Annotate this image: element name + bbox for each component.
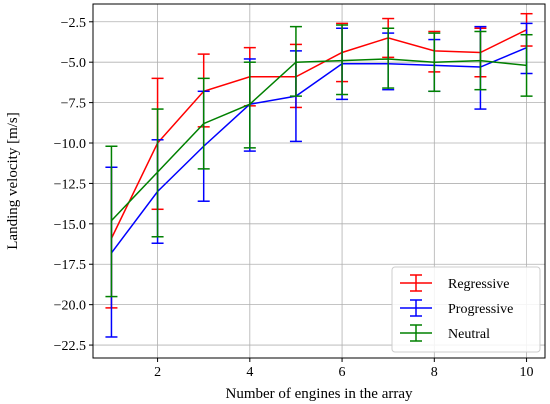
y-tick-label: −7.5 bbox=[61, 97, 86, 112]
x-tick-label: 6 bbox=[339, 365, 346, 380]
series-line-regressive bbox=[110, 29, 527, 239]
legend-item-regressive: Regressive bbox=[400, 274, 509, 292]
y-tick-label: −20.0 bbox=[54, 299, 86, 314]
y-tick-label: −22.5 bbox=[54, 339, 86, 354]
plot-frame bbox=[92, 3, 546, 359]
y-tick-label: −12.5 bbox=[54, 177, 86, 192]
legend-handle-regressive bbox=[400, 274, 432, 292]
legend: Regressive Progressive Neutral bbox=[391, 266, 541, 353]
y-axis-label: Landing velocity [m/s] bbox=[5, 112, 21, 249]
error-bar-neutral bbox=[151, 108, 164, 238]
y-tick-label: −5.0 bbox=[61, 56, 86, 71]
x-tick-label: 8 bbox=[431, 365, 438, 380]
error-bar-neutral bbox=[382, 27, 395, 89]
legend-label-regressive: Regressive bbox=[448, 277, 509, 292]
error-bar-neutral bbox=[197, 77, 210, 170]
series-line-progressive bbox=[110, 46, 527, 254]
x-axis-label: Number of engines in the array bbox=[225, 386, 413, 402]
legend-item-progressive: Progressive bbox=[400, 299, 513, 317]
y-tick-label: −10.0 bbox=[54, 137, 86, 152]
error-bar-neutral bbox=[474, 30, 487, 91]
y-tick-label: −15.0 bbox=[54, 218, 86, 233]
x-tick-label: 10 bbox=[520, 365, 534, 380]
axis-ticks: 2 4 6 8 10 −22.5 −20.0 −17.5 −15.0 −12.5 −10.0 −7.5… bbox=[54, 16, 534, 380]
legend-handle-progressive bbox=[400, 299, 432, 317]
error-bar-neutral bbox=[428, 32, 441, 93]
legend-label-neutral: Neutral bbox=[448, 327, 490, 342]
error-bar-neutral bbox=[243, 61, 256, 149]
legend-handle-neutral bbox=[400, 324, 432, 342]
y-tick-label: −17.5 bbox=[54, 258, 86, 273]
series-line-neutral bbox=[110, 58, 527, 222]
error-bar-neutral bbox=[520, 33, 533, 97]
plot-area bbox=[105, 12, 533, 338]
legend-label-progressive: Progressive bbox=[448, 302, 513, 317]
y-tick-label: −2.5 bbox=[61, 16, 86, 31]
legend-box bbox=[391, 266, 541, 353]
error-bar-neutral bbox=[105, 145, 118, 298]
legend-item-neutral: Neutral bbox=[400, 324, 490, 342]
error-bar-neutral bbox=[289, 25, 302, 97]
x-tick-label: 4 bbox=[246, 365, 253, 380]
series-neutral bbox=[105, 24, 533, 298]
x-tick-label: 2 bbox=[154, 365, 161, 380]
error-bar-neutral bbox=[336, 24, 349, 96]
